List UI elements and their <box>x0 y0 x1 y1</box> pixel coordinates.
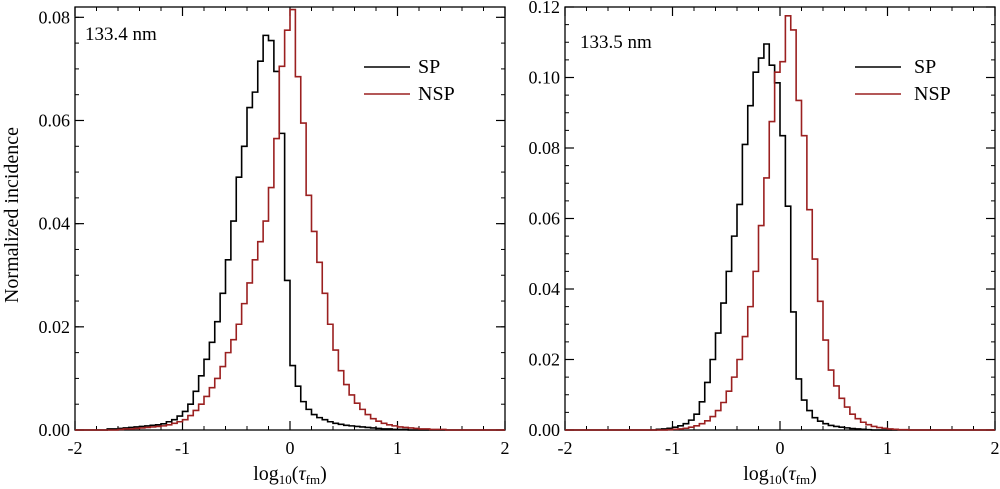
x-tick-label: -2 <box>558 438 573 458</box>
x-axis-title: log10(τfm) <box>253 463 327 487</box>
legend-nsp-label: NSP <box>418 83 455 105</box>
y-tick-label: 0.02 <box>39 317 71 337</box>
panel-133-5nm: -2 -1 0 1 2 0.00 0.02 0.04 0.06 0.08 0.10 0.12 133.… <box>529 0 1000 487</box>
series-nsp-histogram <box>75 8 505 431</box>
y-tick-label: 0.02 <box>529 350 561 370</box>
x-tick-label: 0 <box>776 438 785 458</box>
y-tick-label: 0.06 <box>39 110 71 130</box>
x-tick-label: -1 <box>665 438 680 458</box>
x-tick-label: 0 <box>286 438 295 458</box>
y-tick-label: 0.08 <box>529 138 561 158</box>
legend: SP NSP <box>855 56 951 105</box>
x-tick-label: -2 <box>68 438 83 458</box>
legend-nsp-label: NSP <box>914 83 951 105</box>
legend-sp-label: SP <box>418 56 440 78</box>
panel-133-4nm: -2 -1 0 1 2 0.00 0.02 0.04 0.06 0.08 133.4 nm SP … <box>39 6 510 487</box>
y-axis-title: Normalized incidence <box>1 127 23 303</box>
y-tick-label: 0.04 <box>39 214 71 234</box>
x-tick-label: 1 <box>883 438 892 458</box>
series-layer <box>565 15 995 431</box>
series-nsp-histogram <box>565 15 995 431</box>
legend: SP NSP <box>364 56 455 105</box>
y-tick-label: 0.00 <box>529 420 561 440</box>
y-tick-label: 0.08 <box>39 7 71 27</box>
series-layer <box>75 8 505 431</box>
panel-label: 133.5 nm <box>580 32 652 53</box>
x-tick-label: 1 <box>393 438 402 458</box>
y-tick-label: 0.10 <box>529 68 561 88</box>
x-axis-title: log10(τfm) <box>743 463 817 487</box>
legend-sp-label: SP <box>914 56 936 78</box>
x-tick-label: 2 <box>501 438 510 458</box>
y-tick-label: 0.04 <box>529 279 561 299</box>
x-tick-label: -1 <box>175 438 190 458</box>
y-tick-label: 0.00 <box>39 420 71 440</box>
y-tick-label: 0.06 <box>529 209 561 229</box>
panel-label: 133.4 nm <box>85 24 157 45</box>
series-sp-histogram <box>565 43 995 431</box>
series-sp-histogram <box>75 34 505 431</box>
ticks: -2 -1 0 1 2 0.00 0.02 0.04 0.06 0.08 <box>39 7 510 458</box>
x-tick-label: 2 <box>991 438 1000 458</box>
y-tick-label: 0.12 <box>529 0 561 17</box>
plot-frame <box>74 6 506 431</box>
